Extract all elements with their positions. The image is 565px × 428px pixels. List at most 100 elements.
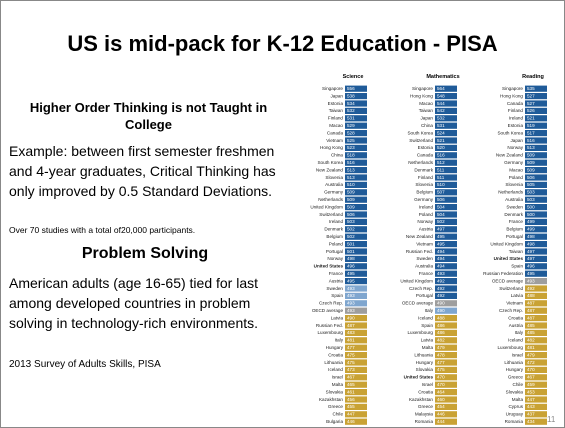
country: Belgium [416,190,433,195]
score: 502 [347,227,355,232]
country: Luxembourg [497,345,523,350]
country: Germany [324,190,344,195]
score-box [345,352,367,359]
score-box [525,167,547,174]
score: 488 [437,315,445,320]
score: 453 [527,389,535,394]
table-title: Mathematics [426,74,459,80]
score-box [435,122,457,129]
country: Australia [415,264,433,269]
score-box [345,285,367,292]
score-box [345,107,367,114]
score: 511 [437,175,445,180]
country: Norway [417,219,433,224]
score-box [525,381,547,388]
score: 487 [527,308,535,313]
country: Chile [513,382,524,387]
score: 531 [437,123,445,128]
country: Russian Fed. [406,249,433,254]
score: 495 [527,271,535,276]
score: 479 [437,345,445,350]
country: Latvia [421,338,434,343]
country: Estonia [418,145,434,150]
country: Kazakhstan [409,397,433,402]
score: 443 [527,404,535,409]
score-box [525,189,547,196]
country: Israel [512,352,523,357]
score-box [345,322,367,329]
score-box [345,389,367,396]
score: 509 [527,167,535,172]
country: China [421,123,433,128]
score-box [345,226,367,233]
score-box [345,241,367,248]
score: 486 [437,330,445,335]
country: Slovenia [325,175,343,180]
score-box [525,411,547,418]
country: Ireland [509,116,523,121]
country: Japan [510,138,523,143]
score-box [525,122,547,129]
country: Iceland [418,315,433,320]
country: Japan [420,116,433,121]
score: 506 [527,175,535,180]
score: 532 [347,108,355,113]
score: 556 [347,86,355,91]
score: 477 [347,345,355,350]
score-box [525,196,547,203]
score-box [345,130,367,137]
score: 494 [437,264,445,269]
country: Switzerland [319,212,343,217]
country: Uruguay [506,412,524,417]
score: 510 [437,182,445,187]
score: 487 [527,315,535,320]
score-box [345,344,367,351]
country: Switzerland [499,286,523,291]
score: 454 [437,404,445,409]
score-box [345,381,367,388]
score-box [345,263,367,270]
score: 502 [347,234,355,239]
score-box [525,418,547,425]
score: 455 [347,404,355,409]
score: 492 [437,293,445,298]
score-box [435,396,457,403]
score-box [345,115,367,122]
score-box [525,300,547,307]
score-box [435,389,457,396]
score: 493 [347,308,355,313]
score: 544 [437,101,445,106]
country: Singapore [322,86,343,91]
score: 509 [347,197,355,202]
country: Estonia [328,101,344,106]
country: Norway [507,145,523,150]
score: 467 [527,375,535,380]
score: 472 [527,360,535,365]
country: Croatia [418,389,433,394]
score-box [345,137,367,144]
score: 490 [437,301,445,306]
score: 477 [437,360,445,365]
score: 496 [347,264,355,269]
paragraph: Example: between first semester freshmen… [9,143,276,199]
score: 521 [437,138,445,143]
country: Denmark [414,167,433,172]
score: 494 [437,249,445,254]
score: 447 [347,412,355,417]
score: 465 [347,382,355,387]
score-box [435,292,457,299]
country: Hungary [506,367,524,372]
country: Iceland [328,367,343,372]
score-box [435,130,457,137]
country: Greece [328,404,344,409]
score: 475 [347,360,355,365]
country: Switzerland [409,138,433,143]
score: 507 [437,190,445,195]
country: Ireland [419,204,433,209]
score-box [435,189,457,196]
country: Cyprus [508,404,523,409]
score-box [435,315,457,322]
score: 497 [437,227,445,232]
score: 524 [437,130,445,135]
country: Croatia [328,352,343,357]
